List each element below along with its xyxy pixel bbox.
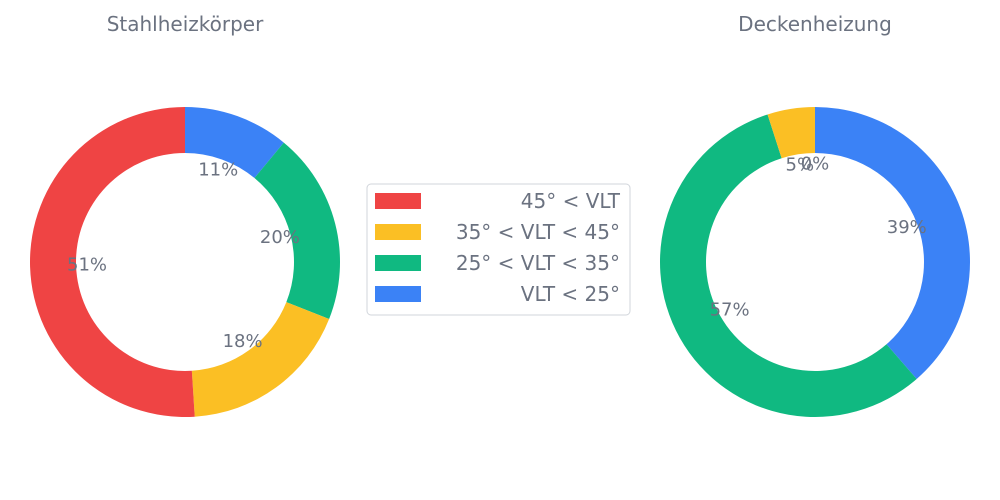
slice-vlt-lt-25 (815, 107, 970, 379)
legend: 45° < VLT 35° < VLT < 45° 25° < VLT < 35° V… (366, 183, 631, 316)
slice-45-lt-vlt (29, 107, 195, 418)
chart-title-stahlheizkoerper: Stahlheizkörper (107, 12, 264, 36)
legend-swatch-vlt-lt-25 (375, 286, 421, 302)
legend-label-35-lt-vlt-lt-45: 35° < VLT < 45° (456, 220, 620, 244)
slice-label-vlt-lt-25: 39% (887, 217, 927, 238)
slice-label-45-lt-vlt: 0% (801, 154, 830, 175)
legend-box (366, 183, 631, 316)
slice-25-lt-vlt-lt-35 (254, 142, 341, 320)
chart-title-deckenheizung: Deckenheizung (738, 12, 892, 36)
donut-deckenheizung: 39% 57% 5%0% (660, 107, 970, 417)
legend-swatch-45-lt-vlt (375, 193, 421, 209)
slice-25-lt-vlt-lt-35 (660, 114, 917, 417)
slice-35-lt-vlt-lt-45 (191, 302, 330, 417)
slice-label-35-lt-vlt-lt-45: 18% (223, 331, 263, 352)
slice-vlt-lt-25 (185, 107, 284, 179)
slice-label-45-lt-vlt: 51% (67, 255, 107, 276)
slice-label-25-lt-vlt-lt-35: 57% (710, 300, 750, 321)
slice-35-lt-vlt-lt-45 (767, 107, 815, 159)
legend-label-25-lt-vlt-lt-35: 25° < VLT < 35° (456, 251, 620, 275)
legend-swatch-25-lt-vlt-lt-35 (375, 255, 421, 271)
slice-label-35-lt-vlt-lt-45: 5% (786, 155, 815, 176)
legend-swatch-35-lt-vlt-lt-45 (375, 224, 421, 240)
legend-label-vlt-lt-25: VLT < 25° (521, 282, 620, 306)
slice-label-vlt-lt-25: 11% (198, 159, 238, 180)
legend-label-45-lt-vlt: 45° < VLT (521, 189, 621, 213)
donut-stahlheizkoerper: 11% 20% 18% 51% (29, 107, 341, 418)
slice-label-25-lt-vlt-lt-35: 20% (260, 227, 300, 248)
